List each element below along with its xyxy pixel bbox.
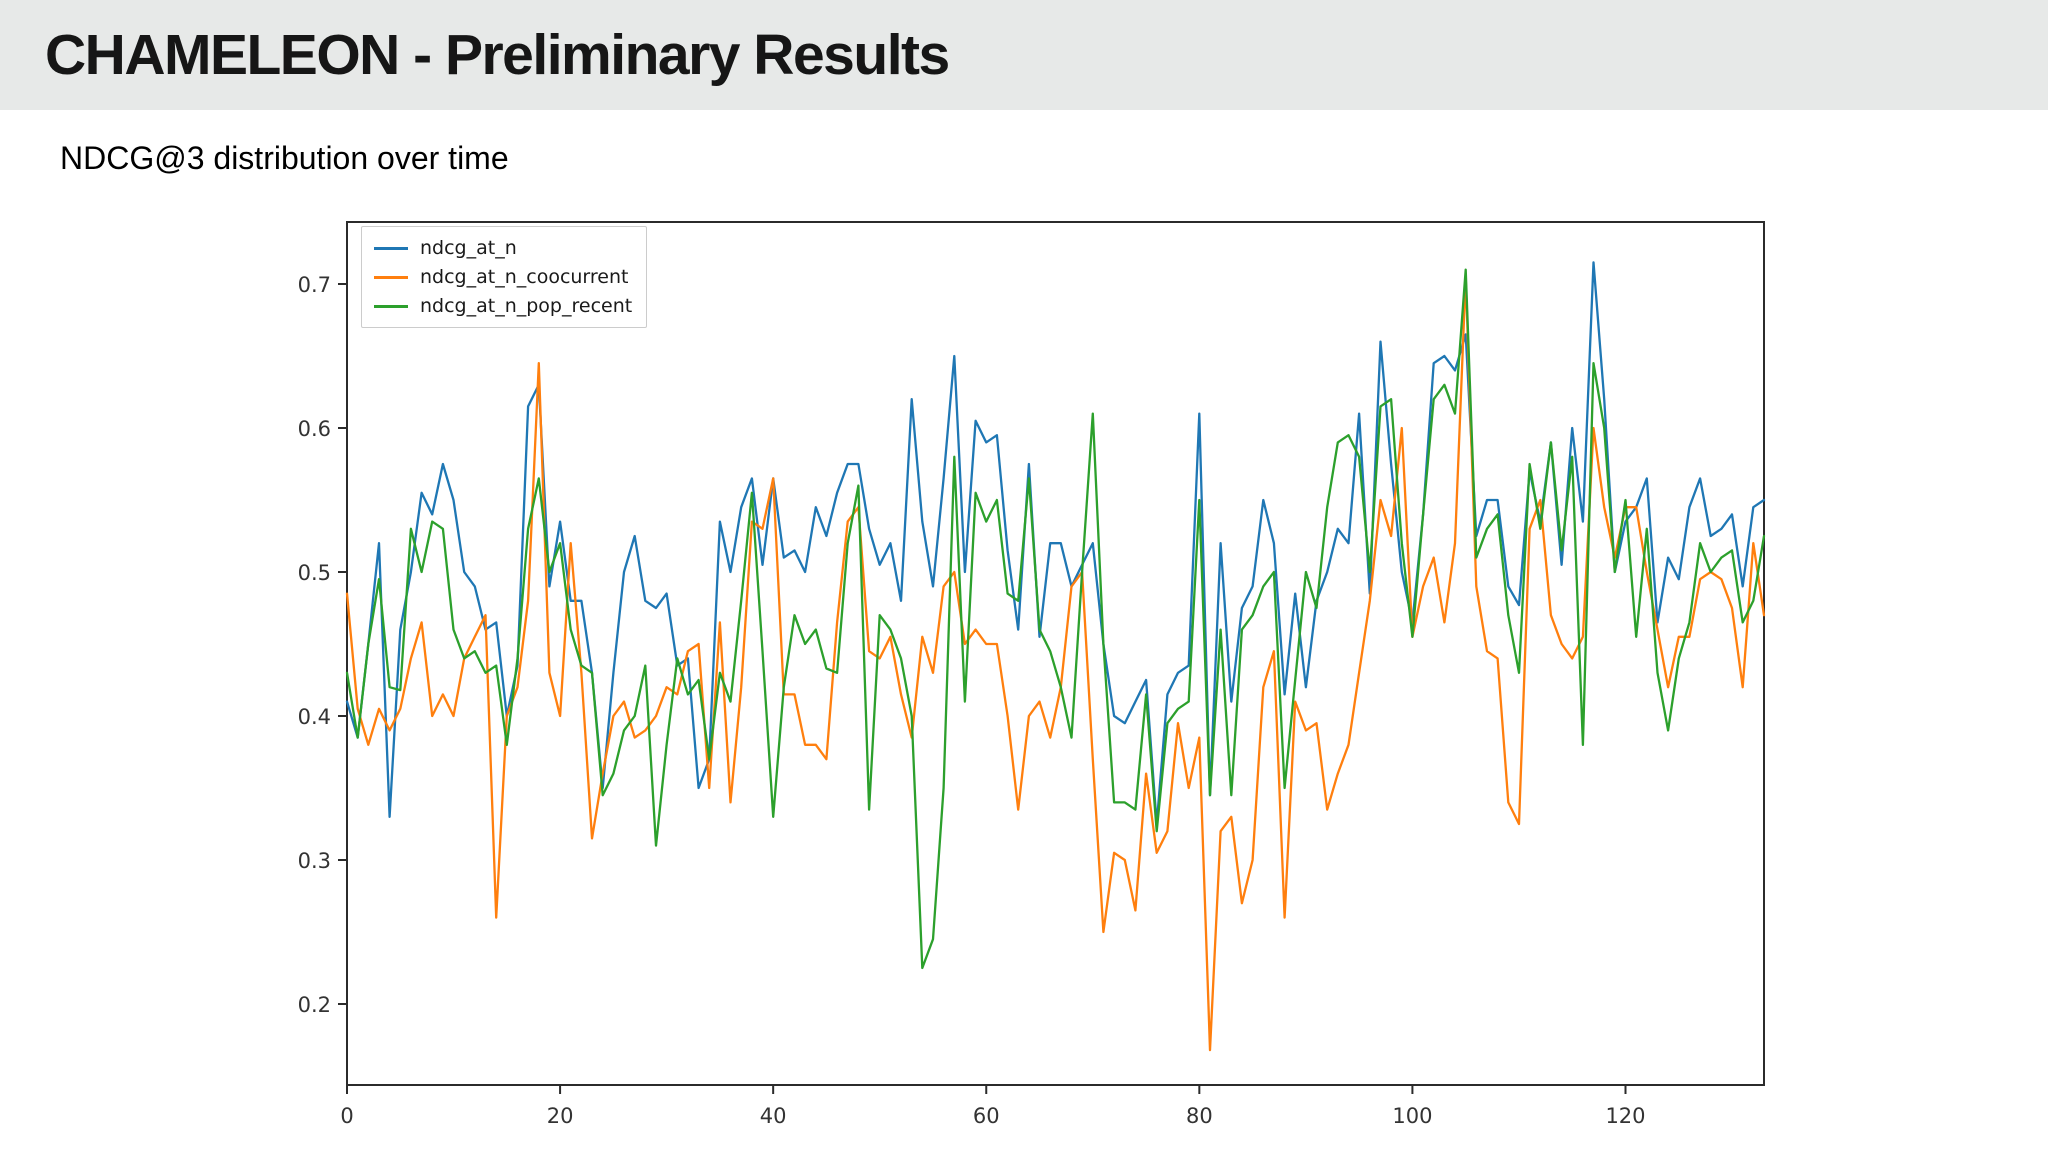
legend-line-swatch	[374, 246, 408, 250]
series-line-ndcg_at_n_pop_recent	[345, 268, 1766, 970]
y-axis-tick-label: 0.5	[298, 561, 331, 585]
chart-subtitle: NDCG@3 distribution over time	[60, 140, 509, 176]
axes-frame	[346, 221, 1765, 1086]
y-axis-tick-label: 0.6	[298, 417, 331, 441]
legend-item: ndcg_at_n_coocurrent	[374, 265, 632, 289]
y-axis-tick-label: 0.7	[298, 273, 331, 297]
x-axis-tick-label: 80	[1186, 1104, 1213, 1128]
slide-title: CHAMELEON - Preliminary Results	[45, 23, 950, 87]
legend-label: ndcg_at_n	[420, 237, 517, 259]
chart-legend: ndcg_at_n ndcg_at_n_coocurrent ndcg_at_n…	[361, 226, 648, 328]
legend-line-swatch	[374, 304, 408, 308]
series-line-ndcg_at_n_coocurrent	[345, 275, 1766, 1052]
legend-item: ndcg_at_n	[374, 236, 632, 260]
legend-line-swatch	[374, 275, 408, 279]
y-axis-tick-label: 0.3	[298, 849, 331, 873]
x-axis-tick-label: 20	[547, 1104, 574, 1128]
x-axis-tick-label: 0	[340, 1104, 353, 1128]
legend-item: ndcg_at_n_pop_recent	[374, 294, 632, 318]
slide-header-band: CHAMELEON - Preliminary Results	[0, 0, 2048, 110]
y-axis-tick-label: 0.2	[298, 993, 331, 1017]
legend-label: ndcg_at_n_coocurrent	[420, 266, 629, 288]
y-axis-tick-label: 0.4	[298, 705, 331, 729]
legend-label: ndcg_at_n_pop_recent	[420, 295, 633, 317]
x-axis-tick-label: 120	[1605, 1104, 1645, 1128]
x-axis-tick-label: 60	[973, 1104, 1000, 1128]
x-axis-tick-label: 40	[760, 1104, 787, 1128]
x-axis-tick-label: 100	[1392, 1104, 1432, 1128]
